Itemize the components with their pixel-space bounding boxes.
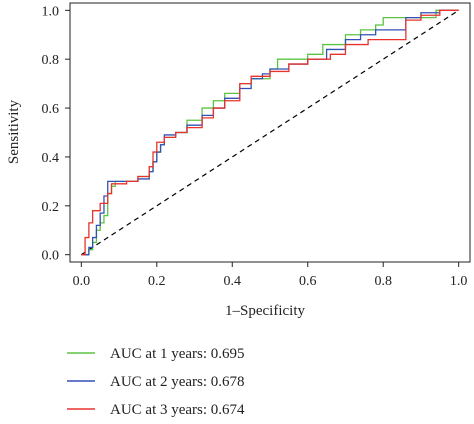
- legend-label-series-1: AUC at 1 years: 0.695: [110, 346, 245, 362]
- y-tick-label: 0.6: [42, 102, 60, 117]
- legend: AUC at 1 years: 0.695 AUC at 2 years: 0.…: [67, 346, 245, 418]
- x-tick-label: 0.8: [374, 274, 392, 289]
- y-tick-label: 0.0: [42, 249, 60, 264]
- x-tick-label: 0.2: [148, 274, 166, 289]
- reference-diagonal-line: [80, 9, 460, 256]
- legend-label-series-3: AUC at 3 years: 0.674: [110, 402, 245, 418]
- series-line-3: [81, 9, 459, 256]
- x-tick-label: 0.4: [224, 274, 242, 289]
- y-tick-label: 0.4: [42, 151, 60, 166]
- y-axis-title: Sensitivity: [6, 99, 22, 164]
- plot-frame: [69, 2, 471, 263]
- series-layer: [81, 9, 459, 256]
- plot-border: [69, 2, 471, 263]
- legend-label-series-2: AUC at 2 years: 0.678: [110, 374, 245, 390]
- reference-line-layer: [80, 9, 460, 256]
- ticks-layer: 0.0 0.2 0.4 0.6 0.8 1.0 0.0 0.2 0.4 0.6 0.8 1.0: [42, 4, 468, 289]
- y-tick-label: 1.0: [42, 4, 60, 19]
- series-line-2: [81, 9, 459, 256]
- y-tick-label: 0.8: [42, 53, 60, 68]
- x-tick-label: 0.0: [73, 274, 91, 289]
- y-tick-label: 0.2: [42, 200, 60, 215]
- x-tick-label: 1.0: [450, 274, 468, 289]
- x-tick-label: 0.6: [299, 274, 317, 289]
- x-axis-title: 1–Specificity: [225, 303, 305, 319]
